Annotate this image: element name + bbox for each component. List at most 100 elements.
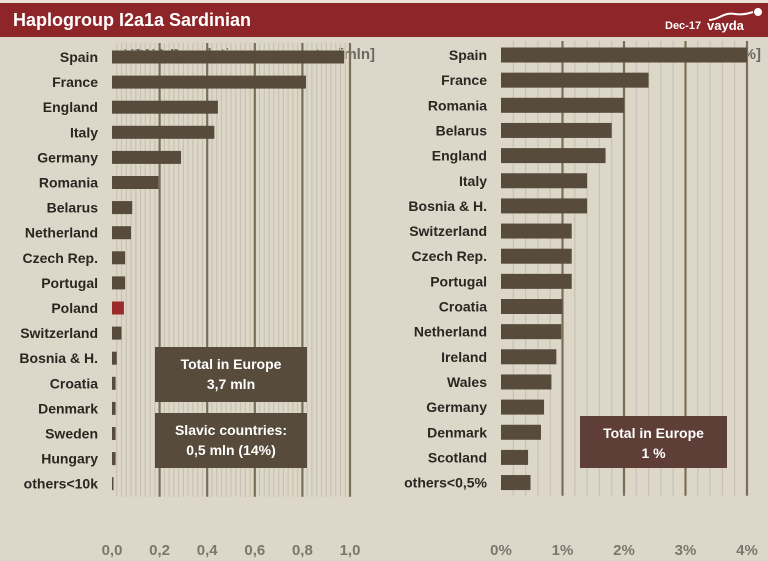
x-tick-label: 4% — [736, 542, 758, 559]
bar-czech-rep- — [112, 251, 126, 265]
bar-portugal — [501, 273, 572, 289]
category-label: Romania — [39, 175, 98, 191]
x-tick-label: 1,0 — [340, 542, 361, 559]
annotation-text: 3,7 mln — [207, 376, 255, 392]
annotation-box — [155, 347, 307, 402]
category-label: others<0,5% — [404, 475, 487, 491]
bar-netherland — [501, 324, 562, 340]
annotation-text: 1 % — [641, 445, 666, 461]
category-label: Czech Rep. — [412, 248, 487, 264]
category-label: Sweden — [45, 426, 98, 442]
frequency-chart: YDNA Frequency per country [%]SpainFranc… — [404, 41, 761, 559]
header-band: Haplogroup I2a1a Sardinian Dec-17 vayda — [0, 3, 768, 37]
bar-italy — [501, 173, 588, 189]
category-label: Belarus — [436, 122, 488, 138]
annotation-text: Total in Europe — [181, 356, 282, 372]
annotation-box — [580, 416, 727, 468]
bar-others-10k — [112, 477, 114, 491]
bar-england — [112, 100, 218, 114]
bar-croatia — [112, 376, 116, 390]
category-label: England — [432, 148, 487, 164]
bar-netherland — [112, 226, 132, 240]
category-label: Netherland — [25, 225, 98, 241]
category-label: Czech Rep. — [23, 250, 98, 266]
date-label: Dec-17 — [665, 20, 702, 32]
category-label: Bosnia & H. — [408, 198, 487, 214]
bar-belarus — [501, 122, 612, 138]
category-label: Hungary — [41, 451, 98, 467]
bar-bosnia-h- — [501, 198, 588, 214]
bar-england — [501, 148, 606, 164]
bar-hungary — [112, 452, 116, 466]
bar-sweden — [112, 427, 116, 440]
bar-switzerland — [112, 326, 122, 340]
x-tick-label: 0% — [490, 542, 512, 559]
annotation-text: Slavic countries: — [175, 422, 287, 438]
bar-wales — [501, 374, 552, 390]
category-label: France — [52, 74, 98, 90]
bar-denmark — [112, 401, 116, 415]
category-label: Ireland — [441, 349, 487, 365]
category-label: Portugal — [430, 273, 487, 289]
bar-croatia — [501, 299, 563, 314]
x-tick-label: 1% — [552, 542, 574, 559]
vayda-logo-icon — [708, 8, 762, 21]
category-label: Switzerland — [409, 223, 487, 239]
bar-poland — [112, 301, 124, 315]
top-band — [0, 0, 768, 3]
category-label: Spain — [60, 49, 98, 65]
x-tick-label: 0,8 — [292, 542, 313, 559]
category-label: others<10k — [24, 476, 99, 492]
x-tick-label: 0,4 — [197, 542, 219, 559]
x-tick-label: 3% — [675, 542, 697, 559]
x-tick-label: 0,2 — [149, 542, 170, 559]
category-label: England — [43, 99, 98, 115]
bar-spain — [112, 50, 345, 64]
category-label: France — [441, 72, 487, 88]
x-tick-label: 0,6 — [244, 542, 265, 559]
bar-belarus — [112, 201, 133, 215]
category-label: Denmark — [427, 424, 487, 440]
category-label: Bosnia & H. — [19, 350, 98, 366]
bar-italy — [112, 125, 215, 139]
category-label: Switzerland — [20, 325, 98, 341]
annotation-text: Total in Europe — [603, 425, 704, 441]
category-label: Germany — [426, 399, 487, 415]
category-label: Denmark — [38, 400, 98, 416]
bar-france — [112, 75, 306, 89]
brand-label: vayda — [707, 18, 744, 33]
bar-bosnia-h- — [112, 351, 117, 365]
bar-denmark — [501, 424, 541, 440]
bar-scotland — [501, 449, 529, 465]
bar-germany — [112, 150, 182, 164]
category-label: Romania — [428, 97, 487, 113]
category-label: Netherland — [414, 324, 487, 340]
bar-romania — [112, 176, 159, 189]
annotation-text: 0,5 mln (14%) — [186, 442, 275, 458]
bar-spain — [501, 47, 747, 63]
x-tick-label: 0,0 — [102, 542, 123, 559]
category-label: Portugal — [41, 275, 98, 291]
bar-portugal — [112, 276, 126, 290]
x-tick-label: 2% — [613, 542, 635, 559]
bar-others-0-5- — [501, 475, 531, 491]
bar-france — [501, 72, 649, 88]
page-title: Haplogroup I2a1a Sardinian — [13, 10, 252, 30]
annotation-box — [155, 413, 307, 468]
category-label: Germany — [37, 149, 98, 165]
charts-area: YDNA Population per country [mln]SpainFr… — [19, 41, 761, 559]
bar-czech-rep- — [501, 248, 572, 264]
bar-ireland — [501, 349, 557, 365]
bar-germany — [501, 399, 545, 415]
category-label: Spain — [449, 47, 487, 63]
bar-switzerland — [501, 223, 572, 239]
population-chart: YDNA Population per country [mln]SpainFr… — [19, 43, 375, 559]
category-label: Italy — [70, 124, 98, 140]
category-label: Scotland — [428, 449, 487, 465]
category-label: Belarus — [47, 200, 99, 216]
category-label: Wales — [447, 374, 487, 390]
bar-romania — [501, 97, 624, 113]
category-label: Croatia — [439, 299, 487, 315]
category-label: Croatia — [50, 375, 98, 391]
category-label: Italy — [459, 173, 487, 189]
